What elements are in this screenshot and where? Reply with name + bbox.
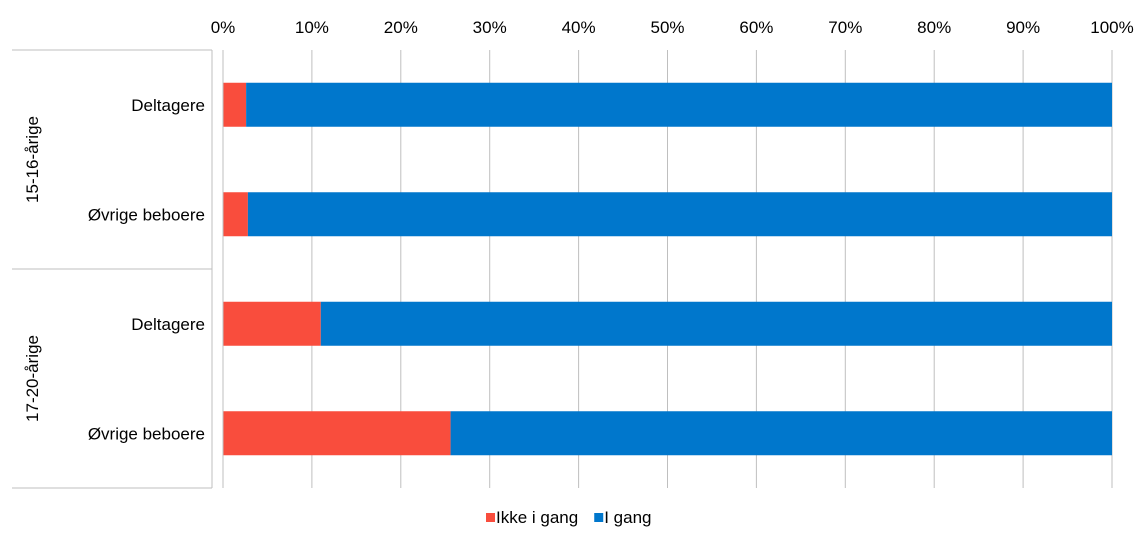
legend-swatch (486, 513, 495, 522)
bar-segment (320, 301, 1112, 346)
bar-segment (223, 82, 247, 127)
category-label: Deltagere (131, 315, 205, 334)
x-tick-label: 90% (1006, 18, 1040, 37)
x-tick-label: 10% (295, 18, 329, 37)
category-label: Øvrige beboere (88, 205, 205, 224)
category-label: Deltagere (131, 96, 205, 115)
legend-label: Ikke i gang (496, 508, 578, 527)
x-tick-label: 60% (739, 18, 773, 37)
bar-segment (247, 192, 1113, 237)
legend-label: I gang (604, 508, 651, 527)
x-tick-label: 50% (650, 18, 684, 37)
x-tick-label: 40% (562, 18, 596, 37)
group-label: 15-16-årige (23, 116, 42, 203)
bar-segment (223, 192, 248, 237)
bar-segment (223, 301, 321, 346)
legend-swatch (594, 513, 604, 522)
group-label: 17-20-årige (23, 335, 42, 422)
x-axis-ticks: 0% 10% 20% 30% 40% 50% 60% 70% 80% 90% 100% (211, 18, 1134, 37)
category-labels: Deltagere Øvrige beboere Deltagere Øvrige b… (23, 96, 205, 444)
x-tick-label: 30% (473, 18, 507, 37)
category-label: Øvrige beboere (88, 424, 205, 443)
bar-segment (223, 411, 451, 456)
bar-segment (246, 82, 1112, 127)
category-axis (12, 49, 224, 489)
x-tick-label: 70% (828, 18, 862, 37)
legend: Ikke i gang I gang (486, 508, 652, 527)
x-tick-label: 100% (1090, 18, 1133, 37)
x-tick-label: 80% (917, 18, 951, 37)
bars (223, 82, 1113, 456)
x-tick-label: 0% (211, 18, 236, 37)
x-tick-label: 20% (384, 18, 418, 37)
bar-segment (450, 411, 1113, 456)
